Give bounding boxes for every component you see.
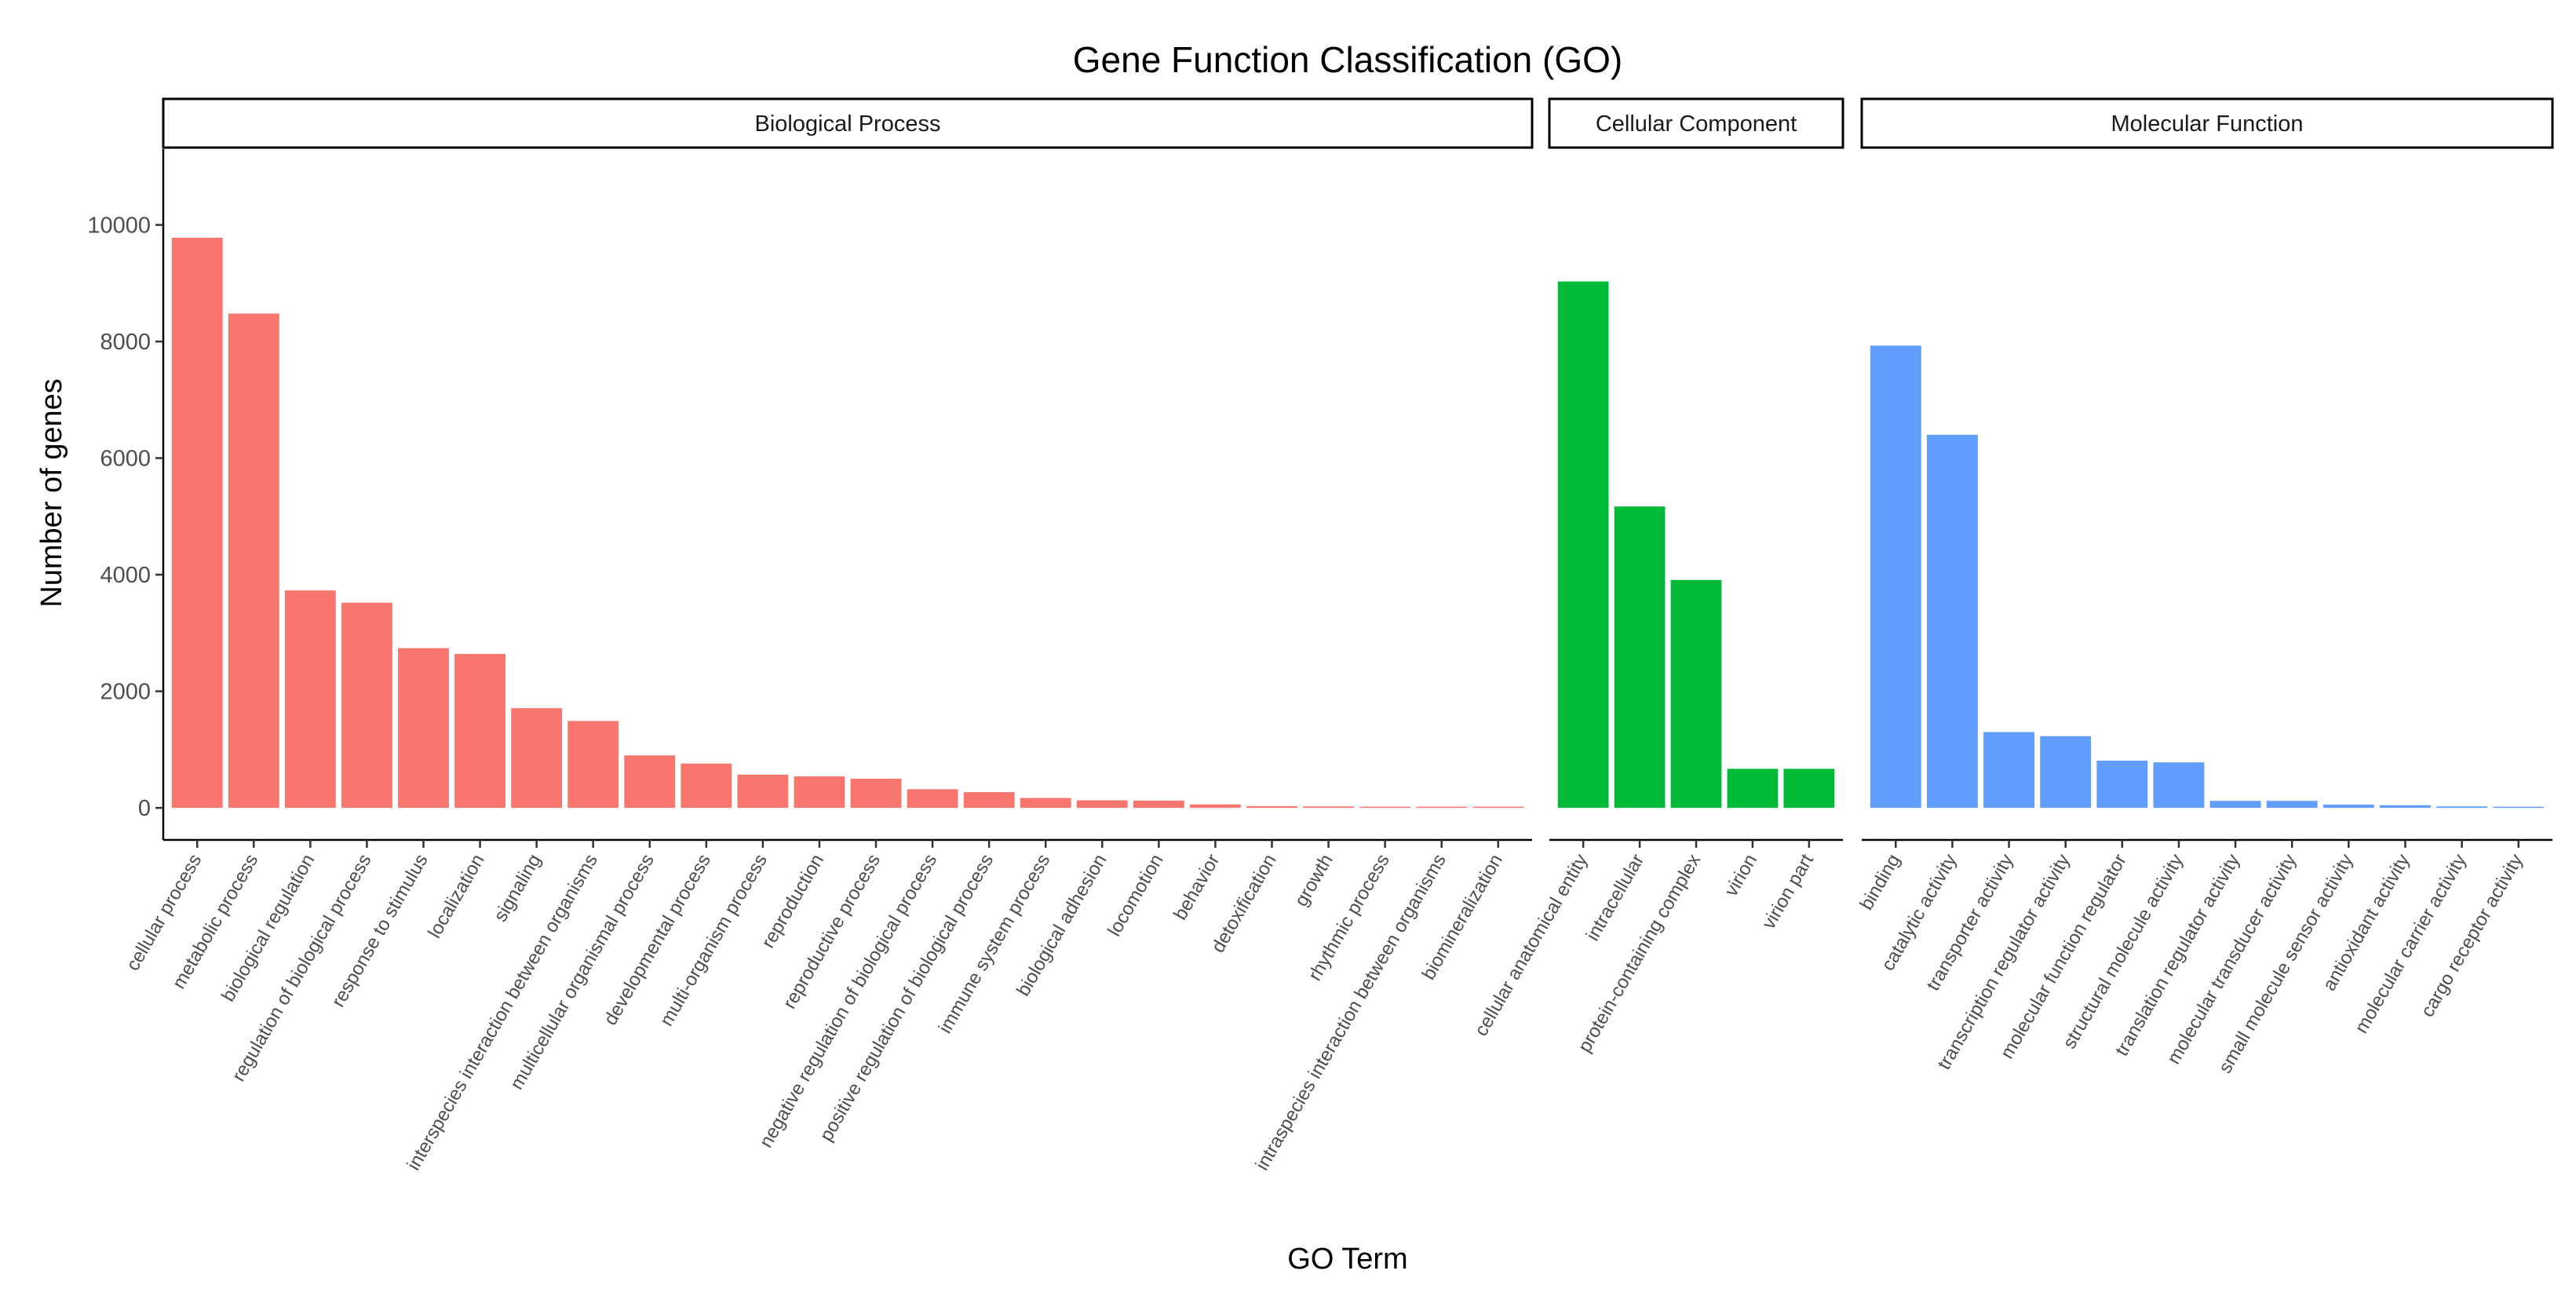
bar-reproductive-process (850, 779, 902, 809)
bar-multicellular-organismal-process (624, 755, 676, 809)
bar-translation-regulator-activity (2209, 801, 2261, 809)
bar-biological-regulation (284, 590, 336, 809)
bar-behavior (1190, 804, 1241, 809)
bar-structural-molecule-activity (2153, 762, 2205, 809)
bar-biomineralization (1472, 806, 1524, 809)
bar-transcription-regulator-activity (2040, 736, 2092, 809)
bar-virion (1727, 769, 1779, 809)
y-tick-label: 6000 (100, 447, 151, 472)
bar-interspecies-interaction-between-organisms (567, 721, 619, 809)
bar-metabolic-process (228, 313, 279, 809)
bar-cellular-process (171, 237, 223, 809)
bar-regulation-of-biological-process (341, 602, 392, 809)
bar-molecular-carrier-activity (2436, 806, 2488, 809)
bar-virion-part (1783, 769, 1835, 809)
y-axis: 0 2000 4000 6000 8000 10000 (87, 149, 165, 840)
y-tick-label: 4000 (100, 563, 151, 588)
y-tick-label: 10000 (87, 214, 151, 239)
facet-strip-label: Cellular Component (1596, 111, 1797, 137)
bar-intracellular (1614, 506, 1666, 809)
facet-strip (162, 97, 1534, 149)
facet-strip (1860, 97, 2554, 149)
bar-locomotion (1133, 800, 1184, 809)
bar-positive-regulation-of-biological-process (963, 792, 1015, 809)
bar-immune-system-process (1020, 798, 1071, 809)
bar-binding (1870, 345, 1921, 809)
bar-developmental-process (680, 763, 732, 809)
bar-detoxification (1246, 805, 1297, 809)
bar-rhythmic-process (1359, 806, 1411, 809)
bar-cellular-anatomical-entity (1557, 281, 1609, 809)
bar-antioxidant-activity (2380, 805, 2431, 809)
bar-catalytic-activity (1926, 434, 1978, 809)
y-tick-label: 8000 (100, 330, 151, 355)
bar-molecular-transducer-activity (2266, 801, 2318, 809)
facet-strip-label: Molecular Function (2111, 111, 2304, 137)
bar-molecular-function-regulator (2096, 761, 2148, 809)
x-axis-title: GO Term (1287, 1243, 1407, 1276)
bar-reproduction (794, 776, 845, 809)
bar-transporter-activity (1983, 732, 2034, 809)
bar-biological-adhesion (1076, 800, 1128, 809)
bar-response-to-stimulus (398, 648, 449, 809)
bar-small-molecule-sensor-activity (2322, 805, 2374, 809)
bar-localization (454, 654, 505, 809)
y-tick-label: 0 (138, 796, 151, 821)
chart-title: Gene Function Classification (GO) (1073, 39, 1623, 80)
bar-multi-organism-process (737, 774, 789, 809)
facet-strip (1548, 97, 1844, 149)
y-axis-title: Number of genes (35, 378, 68, 608)
bar-protein-containing-complex (1670, 579, 1722, 809)
bar-intraspecies-interaction-between-organisms (1416, 806, 1468, 809)
bar-cargo-receptor-activity (2493, 806, 2545, 809)
bar-signaling (511, 708, 563, 809)
y-tick-label: 2000 (100, 680, 151, 705)
bar-growth (1303, 806, 1354, 809)
bar-negative-regulation-of-biological-process (907, 789, 958, 809)
facet-strip-label: Biological Process (755, 111, 941, 137)
